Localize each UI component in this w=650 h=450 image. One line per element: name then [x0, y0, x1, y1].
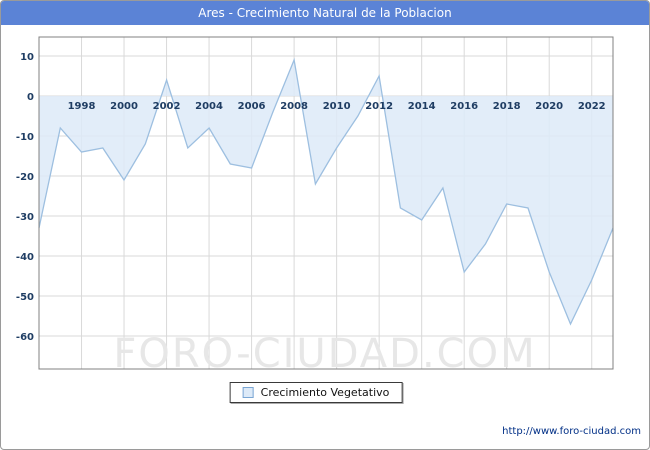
- y-tick-label: 10: [20, 52, 34, 63]
- x-tick-label: 1998: [68, 101, 96, 112]
- y-tick-label: -20: [16, 172, 34, 183]
- x-tick-label: 2006: [238, 101, 266, 112]
- legend-label: Crecimiento Vegetativo: [260, 386, 390, 399]
- y-tick-label: -50: [16, 292, 34, 303]
- x-tick-label: 2002: [153, 101, 181, 112]
- y-tick-label: -10: [16, 132, 34, 143]
- chart-title: Ares - Crecimiento Natural de la Poblaci…: [198, 6, 452, 20]
- x-tick-label: 2016: [450, 101, 478, 112]
- x-tick-label: 2008: [280, 101, 308, 112]
- y-tick-label: 0: [27, 92, 34, 103]
- x-tick-label: 2000: [110, 101, 138, 112]
- y-tick-label: -40: [16, 252, 34, 263]
- series-line: [38, 57, 614, 326]
- x-tick-label: 2020: [535, 101, 563, 112]
- y-tick-label: -60: [16, 332, 34, 343]
- area-fill: [39, 60, 613, 324]
- plot-border: [38, 36, 614, 370]
- x-tick-label: 2014: [408, 101, 436, 112]
- x-tick-label: 2012: [365, 101, 393, 112]
- chart-titlebar: Ares - Crecimiento Natural de la Poblaci…: [1, 1, 649, 25]
- legend-box: Crecimiento Vegetativo: [229, 382, 403, 403]
- y-tick-label: -30: [16, 212, 34, 223]
- footer-url: http://www.foro-ciudad.com: [502, 426, 641, 437]
- legend-marker-icon: [242, 387, 254, 398]
- x-tick-label: 2022: [578, 101, 606, 112]
- x-tick-label: 2018: [493, 101, 521, 112]
- x-tick-label: 2010: [323, 101, 351, 112]
- x-tick-label: 2004: [195, 101, 223, 112]
